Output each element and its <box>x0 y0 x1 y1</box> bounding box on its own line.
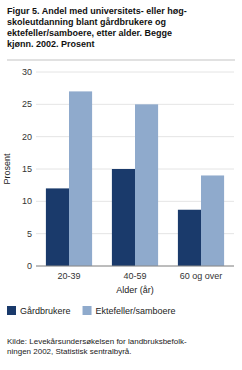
legend-swatch <box>83 306 92 315</box>
source: Kilde: Levekårsundersøkelsen for landbru… <box>7 337 187 356</box>
bar <box>46 188 69 266</box>
bar <box>69 91 92 266</box>
source-line: ningen 2002, Statistisk sentralbyrå. <box>7 347 132 356</box>
bar <box>178 210 201 266</box>
title-line: skoleutdanning blant gårdbrukere og <box>7 17 166 27</box>
source-line: Kilde: Levekårsundersøkelsen for landbru… <box>7 337 187 346</box>
legend-label: Ektefeller/samboere <box>96 306 176 316</box>
bars <box>46 91 224 266</box>
y-tick-label: 10 <box>22 196 32 206</box>
y-tick-label: 15 <box>22 164 32 174</box>
x-tick-label: 60 og over <box>180 271 223 281</box>
x-tick-label: 40-59 <box>123 271 146 281</box>
legend-label: Gårdbrukere <box>20 306 71 316</box>
y-tick-label: 0 <box>27 261 32 271</box>
bar <box>201 175 224 266</box>
x-axis-line <box>36 266 234 267</box>
title-line: ektefeller/samboere, etter alder. Begge <box>7 28 172 38</box>
bar <box>112 169 135 266</box>
grid-line <box>36 72 234 73</box>
y-tick-label: 25 <box>22 99 32 109</box>
x-axis-label: Alder (år) <box>116 285 154 295</box>
y-tick-label: 5 <box>27 229 32 239</box>
chart: Figur 5. Andel med universitets- eller h… <box>0 0 242 370</box>
y-tick-label: 20 <box>22 132 32 142</box>
title: Figur 5. Andel med universitets- eller h… <box>7 6 187 49</box>
title-line: kjønn. 2002. Prosent <box>7 39 95 49</box>
bar <box>135 104 158 266</box>
title-line: Figur 5. Andel med universitets- eller h… <box>7 6 187 16</box>
legend-swatch <box>7 306 16 315</box>
y-axis-label: Prosent <box>2 153 12 185</box>
grid-line <box>36 266 234 267</box>
x-tick-label: 20-39 <box>57 271 80 281</box>
y-tick-label: 30 <box>22 67 32 77</box>
title-rule <box>7 60 235 61</box>
